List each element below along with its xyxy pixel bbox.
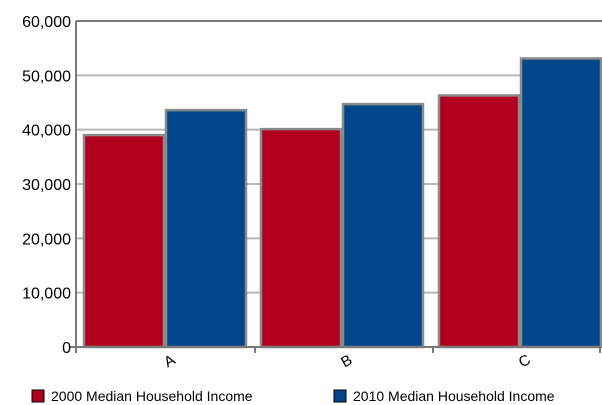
y-tick-label: 40,000 <box>22 123 71 140</box>
x-tick-label: C <box>516 351 534 371</box>
legend-label: 2000 Median Household Income <box>51 388 253 404</box>
y-tick-label: 0 <box>62 340 71 357</box>
y-tick-label: 10,000 <box>22 286 71 303</box>
x-tick-label: A <box>161 351 178 371</box>
bar-B-series-1 <box>259 127 343 349</box>
bar-B-series-2 <box>341 102 425 349</box>
y-tick-label: 30,000 <box>22 177 71 194</box>
bar-marks <box>82 57 602 349</box>
bar-C-series-2 <box>519 57 602 349</box>
y-tick-label: 20,000 <box>22 231 71 248</box>
x-tick-labels: A B C <box>161 351 534 371</box>
bar-A-series-1 <box>82 133 166 349</box>
y-tick-label: 60,000 <box>22 14 71 31</box>
legend: 2000 Median Household Income 2010 Median … <box>31 388 555 404</box>
y-tick-labels: 0 10,000 20,000 30,000 40,000 50,000 60,000 <box>22 14 71 357</box>
legend-label: 2010 Median Household Income <box>353 388 555 404</box>
bar-C-series-1 <box>437 94 521 349</box>
bar-A-series-2 <box>164 108 248 349</box>
legend-swatch <box>31 389 45 403</box>
x-tick-label: B <box>338 351 355 371</box>
legend-swatch <box>333 389 347 403</box>
y-tick-label: 50,000 <box>22 68 71 85</box>
axes <box>70 20 602 353</box>
